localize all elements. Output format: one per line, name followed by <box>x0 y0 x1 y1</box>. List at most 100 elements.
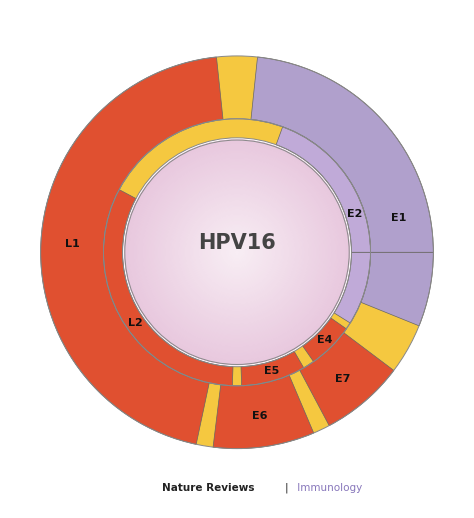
Wedge shape <box>213 375 314 449</box>
Circle shape <box>167 183 307 322</box>
Circle shape <box>134 149 340 355</box>
Circle shape <box>217 232 257 272</box>
Circle shape <box>176 192 298 313</box>
Circle shape <box>163 179 311 326</box>
Circle shape <box>149 164 325 341</box>
Circle shape <box>156 171 318 333</box>
Circle shape <box>204 219 270 285</box>
Circle shape <box>226 241 248 264</box>
Circle shape <box>170 185 304 320</box>
Circle shape <box>172 187 302 318</box>
Wedge shape <box>276 127 371 252</box>
Circle shape <box>158 173 316 332</box>
Circle shape <box>127 142 347 362</box>
Text: Immunology: Immunology <box>294 483 363 493</box>
Circle shape <box>140 156 334 349</box>
Circle shape <box>212 227 262 277</box>
Circle shape <box>192 208 282 297</box>
Circle shape <box>179 194 295 311</box>
Circle shape <box>188 203 286 301</box>
Circle shape <box>211 226 263 278</box>
Circle shape <box>197 212 277 293</box>
Circle shape <box>183 199 291 306</box>
Circle shape <box>154 169 320 335</box>
Text: Nature Reviews: Nature Reviews <box>163 483 255 493</box>
Circle shape <box>224 239 250 266</box>
Circle shape <box>125 140 349 365</box>
Circle shape <box>220 235 254 269</box>
Circle shape <box>183 198 291 306</box>
Circle shape <box>171 186 303 319</box>
Text: E2: E2 <box>347 209 363 219</box>
Circle shape <box>210 225 264 279</box>
Circle shape <box>173 188 301 317</box>
Circle shape <box>178 193 296 311</box>
Text: |: | <box>284 483 288 493</box>
Circle shape <box>136 151 338 353</box>
Circle shape <box>174 190 300 315</box>
Circle shape <box>202 217 272 287</box>
Circle shape <box>205 221 269 284</box>
Circle shape <box>152 167 322 337</box>
Text: E4: E4 <box>317 335 332 345</box>
Circle shape <box>192 207 282 297</box>
Circle shape <box>231 247 243 258</box>
Circle shape <box>233 248 241 257</box>
Circle shape <box>137 153 337 352</box>
Text: L2: L2 <box>128 319 143 328</box>
Wedge shape <box>103 190 233 386</box>
Circle shape <box>161 176 313 328</box>
Circle shape <box>219 234 255 270</box>
Circle shape <box>198 213 276 291</box>
Circle shape <box>125 140 349 365</box>
Circle shape <box>215 230 259 275</box>
Circle shape <box>224 239 250 266</box>
Circle shape <box>185 200 289 304</box>
Circle shape <box>182 197 292 308</box>
Wedge shape <box>302 318 346 362</box>
Circle shape <box>215 230 259 275</box>
Wedge shape <box>361 252 433 326</box>
Circle shape <box>199 214 275 291</box>
Circle shape <box>181 196 293 308</box>
Circle shape <box>134 149 340 355</box>
Circle shape <box>132 147 342 358</box>
Wedge shape <box>300 333 394 426</box>
Wedge shape <box>241 351 304 386</box>
Circle shape <box>196 211 278 293</box>
Circle shape <box>163 178 311 326</box>
Wedge shape <box>334 252 371 323</box>
Text: L1: L1 <box>65 239 80 249</box>
Circle shape <box>167 182 307 322</box>
Circle shape <box>200 215 274 290</box>
Circle shape <box>130 146 344 359</box>
Text: E1: E1 <box>391 213 406 223</box>
Circle shape <box>143 158 331 347</box>
Circle shape <box>147 163 327 342</box>
Circle shape <box>145 160 329 344</box>
Circle shape <box>127 142 347 363</box>
Text: HPV16: HPV16 <box>198 233 276 253</box>
Circle shape <box>194 210 280 295</box>
Circle shape <box>139 155 335 350</box>
Circle shape <box>207 223 267 282</box>
Circle shape <box>190 205 284 299</box>
Circle shape <box>194 210 280 295</box>
Circle shape <box>165 180 309 324</box>
Circle shape <box>156 171 318 333</box>
Circle shape <box>149 165 325 340</box>
Circle shape <box>228 243 246 262</box>
Circle shape <box>150 166 324 339</box>
Circle shape <box>145 160 329 344</box>
Wedge shape <box>251 57 433 252</box>
Circle shape <box>147 162 327 342</box>
Circle shape <box>203 219 271 286</box>
Circle shape <box>235 250 239 254</box>
Circle shape <box>213 228 261 277</box>
Circle shape <box>176 191 298 313</box>
Circle shape <box>129 145 345 360</box>
Circle shape <box>136 151 338 353</box>
Wedge shape <box>41 56 433 449</box>
Wedge shape <box>103 119 371 386</box>
Circle shape <box>160 175 314 329</box>
